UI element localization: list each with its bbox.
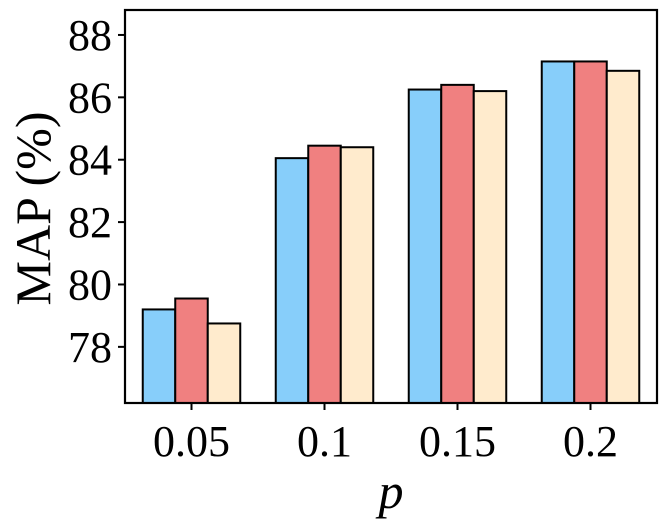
bar-0.05-series-3	[206, 322, 242, 404]
bar-0.05-series-1	[141, 308, 177, 404]
x-axis-label: p	[376, 463, 404, 519]
x-axis-ticks: 0.05 0.1 0.15 0.2	[153, 403, 618, 466]
x-tick-label: 0.05	[153, 417, 230, 466]
bar-0.2-series-2	[573, 60, 608, 405]
y-axis-label: MAP (%)	[5, 112, 61, 306]
y-tick-label: 80	[68, 260, 112, 309]
y-tick-label: 78	[68, 323, 112, 372]
bar-0.15-series-1	[407, 88, 443, 404]
bar-0.2-series-1	[540, 60, 576, 405]
bar-0.15-series-2	[440, 83, 475, 405]
y-tick-label: 88	[68, 11, 112, 60]
bar-0.1-series-2	[307, 144, 342, 404]
bar-0.05-series-2	[174, 297, 209, 405]
x-tick-label: 0.2	[563, 417, 618, 466]
y-axis-ticks: 78 80 82 84 86 88	[68, 11, 125, 372]
y-tick-label: 84	[68, 136, 112, 185]
x-tick-label: 0.15	[419, 417, 496, 466]
bar-0.1-series-1	[274, 157, 310, 404]
y-tick-label: 82	[68, 198, 112, 247]
plot-frame	[123, 8, 659, 405]
bars-group	[141, 60, 641, 405]
bar-0.2-series-3	[605, 69, 641, 404]
y-tick-label: 86	[68, 73, 112, 122]
x-tick-label: 0.1	[297, 417, 352, 466]
bar-0.1-series-3	[339, 146, 375, 404]
bar-0.15-series-3	[472, 90, 508, 404]
